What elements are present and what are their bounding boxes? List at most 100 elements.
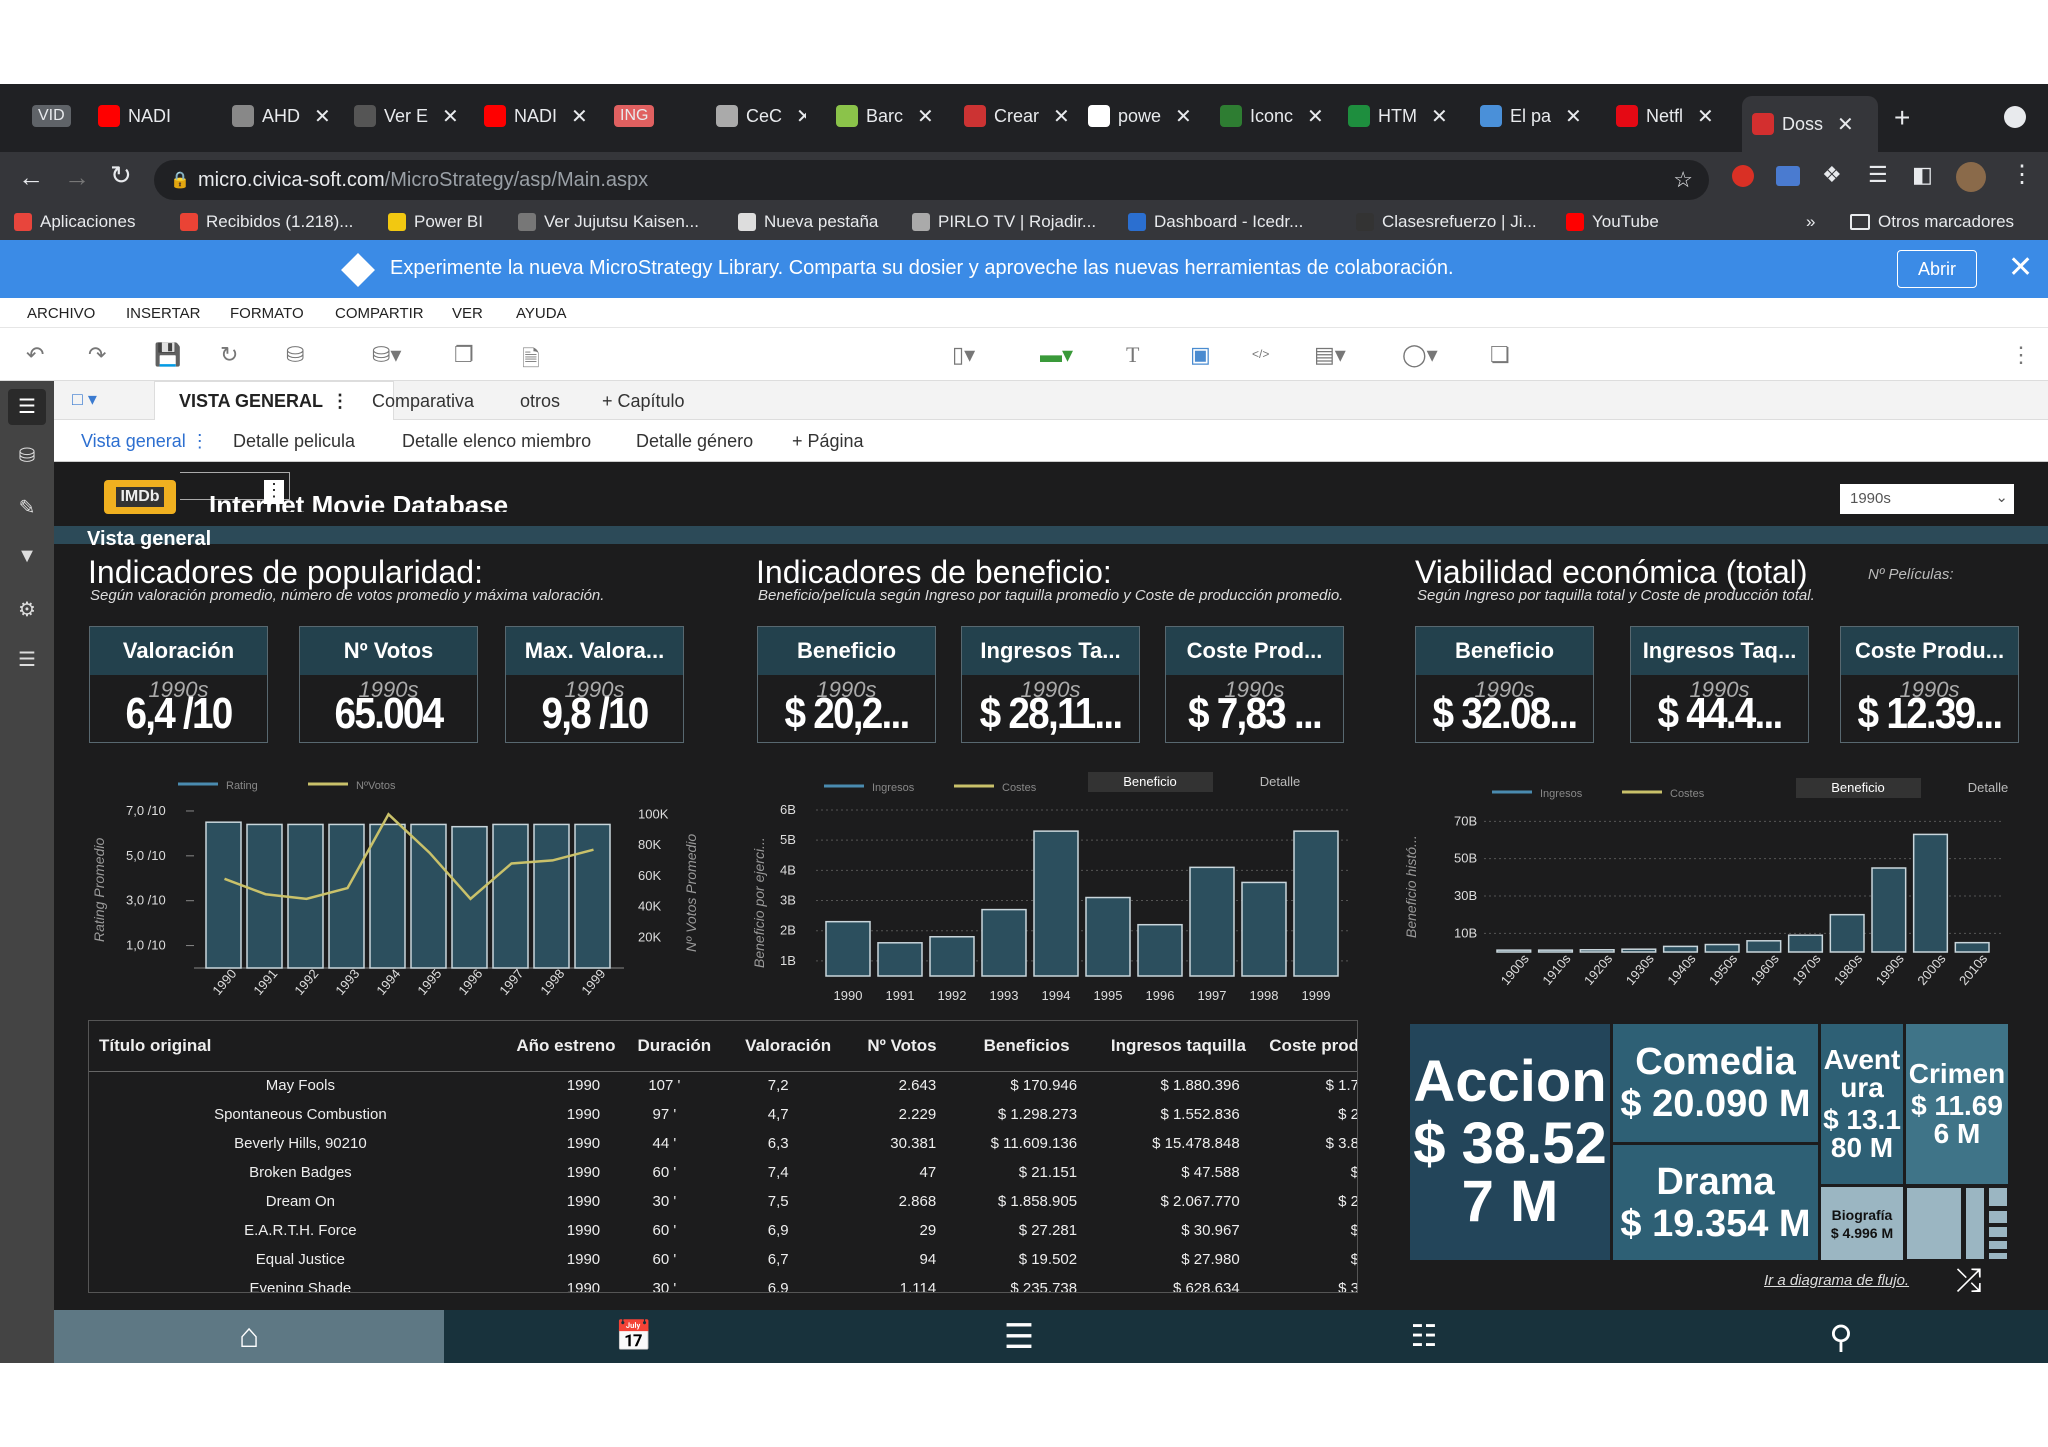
insert-html-icon[interactable]: </> <box>1252 347 1270 361</box>
treemap-cell[interactable]: Comedia $ 20.090 M <box>1613 1024 1818 1142</box>
treemap-minor-cell[interactable] <box>1906 1187 1962 1260</box>
browser-menu-icon[interactable]: ⋮ <box>2010 161 2034 188</box>
back-icon[interactable]: ← <box>18 162 44 192</box>
menu-item[interactable]: VER <box>452 305 483 322</box>
extension-icon-2[interactable] <box>1776 166 1800 186</box>
treemap-minor-cell[interactable] <box>1988 1240 2008 1250</box>
table-row[interactable]: E.A.R.T.H. Force 1990 60 ' 6,9 29 $ 27.281 $ 3… <box>89 1216 1357 1245</box>
tab-close-icon[interactable]: ✕ <box>442 105 459 128</box>
bookmark-item[interactable]: Nueva pestaña <box>738 212 878 232</box>
tab-close-icon[interactable]: ✕ <box>1307 105 1324 128</box>
table-header-cell[interactable]: Coste produ <box>1269 1035 1358 1055</box>
media-icon[interactable]: ☰ <box>1868 162 1888 187</box>
flow-diagram-link[interactable]: Ir a diagrama de flujo. <box>1764 1272 1910 1289</box>
bar-historico[interactable] <box>1829 913 1865 953</box>
table-header-cell[interactable]: Título original <box>99 1035 212 1055</box>
bar-historico[interactable] <box>1704 943 1740 953</box>
bar-historico[interactable] <box>1662 945 1699 953</box>
treemap-cell[interactable]: Crimen $ 11.696 M <box>1906 1024 2008 1184</box>
tab-close-icon[interactable]: ✕ <box>1431 105 1448 128</box>
bar-beneficio[interactable] <box>877 942 923 977</box>
insert-panel-icon[interactable]: ▤▾ <box>1314 342 1346 367</box>
refresh-icon[interactable]: ↻ <box>220 342 239 367</box>
insert-shape-icon[interactable]: ◯▾ <box>1402 342 1438 367</box>
treemap-minor-cell[interactable] <box>1988 1187 2008 1207</box>
bar-historico[interactable] <box>1579 949 1615 953</box>
treemap-minor-cell[interactable] <box>1988 1226 2008 1238</box>
table-header-cell[interactable]: Ingresos taquilla <box>1110 1035 1246 1055</box>
browser-tab[interactable]: El pa ✕ <box>1470 96 1606 136</box>
table-header-cell[interactable]: Duración <box>637 1035 712 1055</box>
other-bookmarks[interactable]: Otros marcadores <box>1850 212 2014 232</box>
bar-beneficio[interactable] <box>1189 866 1235 977</box>
browser-tab[interactable]: Ver E ✕ <box>344 96 464 136</box>
add-page-button[interactable]: + Página <box>792 431 864 451</box>
table-row[interactable]: Beverly Hills, 90210 1990 44 ' 6,3 30.381 $ 1… <box>89 1129 1357 1158</box>
tab-close-icon[interactable]: ✕ <box>314 105 331 128</box>
tab-menu-icon[interactable]: ⋮ <box>331 390 350 411</box>
extension-icon-1[interactable] <box>1732 165 1754 187</box>
browser-tab[interactable]: CeC ✕ <box>706 96 806 136</box>
browser-tab[interactable]: NADI ✕ <box>88 96 186 136</box>
tab-otros[interactable]: otros <box>520 391 561 411</box>
menu-item[interactable]: AYUDA <box>516 305 567 322</box>
bar-rating[interactable] <box>205 821 242 969</box>
treemap-cell[interactable]: Biografía $ 4.996 M <box>1821 1187 1903 1260</box>
toc-icon[interactable]: ☰ <box>8 389 46 425</box>
nav-filters[interactable]: ☰ <box>824 1310 1214 1363</box>
bookmark-item[interactable]: YouTube <box>1566 212 1659 232</box>
datasets-icon[interactable]: ⛁ <box>18 445 36 467</box>
insert-container-icon[interactable]: ❏ <box>1490 342 1510 367</box>
browser-tab[interactable]: Doss ✕ <box>1742 96 1878 152</box>
menu-item[interactable]: FORMATO <box>230 305 304 322</box>
bar-historico[interactable] <box>1912 833 1949 953</box>
tab-close-icon[interactable]: ✕ <box>796 105 806 128</box>
bar-historico[interactable] <box>1746 940 1782 953</box>
browser-tab[interactable]: Crear ✕ <box>954 96 1080 136</box>
bar-beneficio[interactable] <box>1293 830 1339 977</box>
header-menu-icon[interactable]: ⋮ <box>264 480 284 504</box>
bookmark-item[interactable]: Clasesrefuerzo | Ji... <box>1356 212 1537 232</box>
menu-item[interactable]: ARCHIVO <box>27 305 96 322</box>
bookmark-item[interactable]: Dashboard - Icedr... <box>1128 212 1303 232</box>
treemap-cell[interactable]: Accion $ 38.527 M <box>1410 1024 1610 1260</box>
treemap-minor-cell[interactable] <box>1988 1210 2008 1224</box>
line-votos[interactable] <box>224 812 594 901</box>
tab-list-icon[interactable] <box>2004 106 2026 128</box>
bar-rating[interactable] <box>328 823 365 969</box>
treemap-cell[interactable]: Drama $ 19.354 M <box>1613 1145 1818 1260</box>
insert-image-icon[interactable]: ▣ <box>1190 342 1211 367</box>
browser-tab[interactable]: Barc ✕ <box>826 96 946 136</box>
bar-rating[interactable] <box>369 823 406 969</box>
table-row[interactable]: May Fools 1990 107 ' 7,2 2.643 $ 170.946 $ 1.8… <box>89 1071 1357 1100</box>
tab-close-icon[interactable]: ✕ <box>1053 105 1070 128</box>
browser-tab[interactable]: Iconc ✕ <box>1210 96 1330 136</box>
bookmark-star-icon[interactable]: ☆ <box>1673 167 1693 192</box>
bar-historico[interactable] <box>1787 934 1824 953</box>
menu-item[interactable]: INSERTAR <box>126 305 201 322</box>
bookmark-item[interactable]: Power BI <box>388 212 483 232</box>
bar-historico[interactable] <box>1954 941 1990 953</box>
new-page-icon[interactable]: 🗎 <box>522 346 540 371</box>
tab-close-icon[interactable]: ✕ <box>1697 105 1714 128</box>
page-detalle-elenco[interactable]: Detalle elenco miembro <box>402 431 592 451</box>
bar-historico[interactable] <box>1871 867 1907 953</box>
nav-home[interactable]: ⌂ <box>54 1310 444 1363</box>
bar-beneficio[interactable] <box>825 920 871 977</box>
tab-close-icon[interactable]: ✕ <box>185 104 186 129</box>
more-options-icon[interactable]: ⋮ <box>2010 342 2032 367</box>
tab-close-icon[interactable]: ✕ <box>1175 105 1192 128</box>
bar-historico[interactable] <box>1537 949 1574 953</box>
bar-historico[interactable] <box>1621 948 1657 953</box>
bookmark-item[interactable]: Ver Jujutsu Kaisen... <box>518 212 699 232</box>
settings-icon[interactable]: ⚙ <box>18 599 36 621</box>
nav-search[interactable]: ⚲ <box>1634 1310 2048 1363</box>
treemap-minor-cell[interactable] <box>1988 1252 2008 1260</box>
bar-beneficio[interactable] <box>981 908 1027 977</box>
browser-tab[interactable]: ING <box>604 96 720 136</box>
table-row[interactable]: Broken Badges 1990 60 ' 7,4 47 $ 21.151 $ 47.5… <box>89 1158 1357 1187</box>
tab-close-icon[interactable]: ✕ <box>1565 105 1582 128</box>
menu-item[interactable]: COMPARTIR <box>335 305 424 322</box>
url-field[interactable]: 🔒 micro.civica-soft.com/MicroStrategy/as… <box>154 160 1709 200</box>
bar-beneficio[interactable] <box>1033 830 1079 977</box>
